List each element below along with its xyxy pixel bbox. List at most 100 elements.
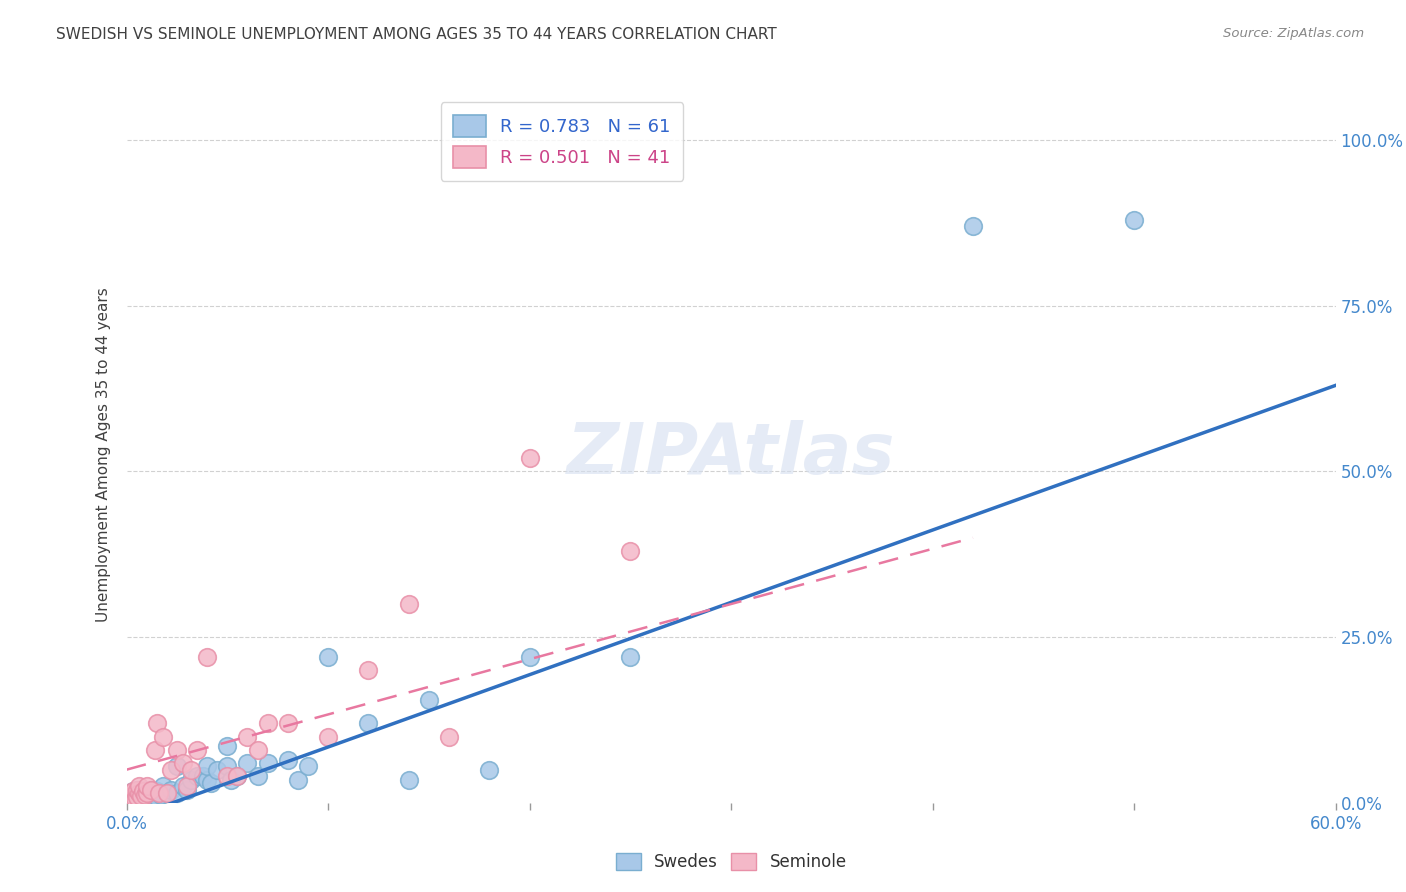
Point [205, 763, 228, 777]
Point [172, 779, 194, 793]
Point [117, 792, 139, 806]
Point [357, 716, 380, 731]
Point [134, 788, 156, 802]
Point [519, 451, 541, 466]
Point [131, 782, 153, 797]
Point [180, 763, 202, 777]
Point [287, 772, 309, 787]
Text: Source: ZipAtlas.com: Source: ZipAtlas.com [1223, 27, 1364, 40]
Point [160, 782, 183, 797]
Point [125, 782, 148, 797]
Point [128, 786, 150, 800]
Point [146, 784, 169, 798]
Point [418, 693, 440, 707]
Point [226, 769, 249, 783]
Point [124, 792, 146, 806]
Point [128, 784, 150, 798]
Point [221, 772, 243, 787]
Point [125, 790, 148, 805]
Point [156, 786, 179, 800]
Point [134, 788, 156, 802]
Point [519, 650, 541, 665]
Point [277, 716, 299, 731]
Point [120, 790, 142, 805]
Point [236, 730, 259, 744]
Point [148, 786, 170, 800]
Point [152, 779, 174, 793]
Point [121, 789, 143, 804]
Point [478, 763, 501, 777]
Point [166, 759, 188, 773]
Point [146, 790, 169, 805]
Legend: Swedes, Seminole: Swedes, Seminole [609, 847, 853, 878]
Point [236, 756, 259, 770]
Point [135, 790, 157, 805]
Point [142, 786, 165, 800]
Point [256, 716, 278, 731]
Point [277, 753, 299, 767]
Point [200, 776, 222, 790]
Y-axis label: Unemployment Among Ages 35 to 44 years: Unemployment Among Ages 35 to 44 years [96, 287, 111, 623]
Point [619, 650, 641, 665]
Point [129, 786, 152, 800]
Point [135, 786, 157, 800]
Point [149, 788, 172, 802]
Point [316, 730, 339, 744]
Point [186, 743, 208, 757]
Point [121, 784, 143, 798]
Point [195, 759, 218, 773]
Point [316, 650, 339, 665]
Point [135, 786, 157, 800]
Point [139, 782, 162, 797]
Point [297, 759, 319, 773]
Point [117, 792, 139, 806]
Point [186, 769, 208, 783]
Point [134, 784, 156, 798]
Point [120, 790, 142, 805]
Text: SWEDISH VS SEMINOLE UNEMPLOYMENT AMONG AGES 35 TO 44 YEARS CORRELATION CHART: SWEDISH VS SEMINOLE UNEMPLOYMENT AMONG A… [56, 27, 778, 42]
Point [398, 772, 420, 787]
Point [129, 789, 152, 804]
Point [121, 792, 143, 806]
Point [217, 759, 239, 773]
Point [131, 784, 153, 798]
Point [121, 784, 143, 798]
Point [246, 769, 269, 783]
Point [172, 756, 194, 770]
Point [120, 786, 142, 800]
Point [131, 789, 153, 804]
Point [619, 544, 641, 558]
Point [195, 650, 218, 665]
Point [117, 789, 139, 804]
Point [128, 789, 150, 804]
Point [246, 743, 269, 757]
Point [143, 743, 166, 757]
Point [129, 790, 152, 805]
Point [121, 792, 143, 806]
Point [1123, 212, 1146, 227]
Point [117, 789, 139, 804]
Point [217, 739, 239, 754]
Point [398, 597, 420, 611]
Point [139, 782, 162, 797]
Point [128, 779, 150, 793]
Point [176, 779, 198, 793]
Point [160, 763, 183, 777]
Point [962, 219, 984, 234]
Text: ZIPAtlas: ZIPAtlas [567, 420, 896, 490]
Point [125, 790, 148, 805]
Point [180, 772, 202, 787]
Point [120, 786, 142, 800]
Point [125, 782, 148, 797]
Point [357, 663, 380, 677]
Point [195, 772, 218, 787]
Point [191, 769, 214, 783]
Point [146, 716, 169, 731]
Point [166, 786, 188, 800]
Point [176, 782, 198, 797]
Point [226, 769, 249, 783]
Point [124, 792, 146, 806]
Point [135, 779, 157, 793]
Point [124, 788, 146, 802]
Point [217, 769, 239, 783]
